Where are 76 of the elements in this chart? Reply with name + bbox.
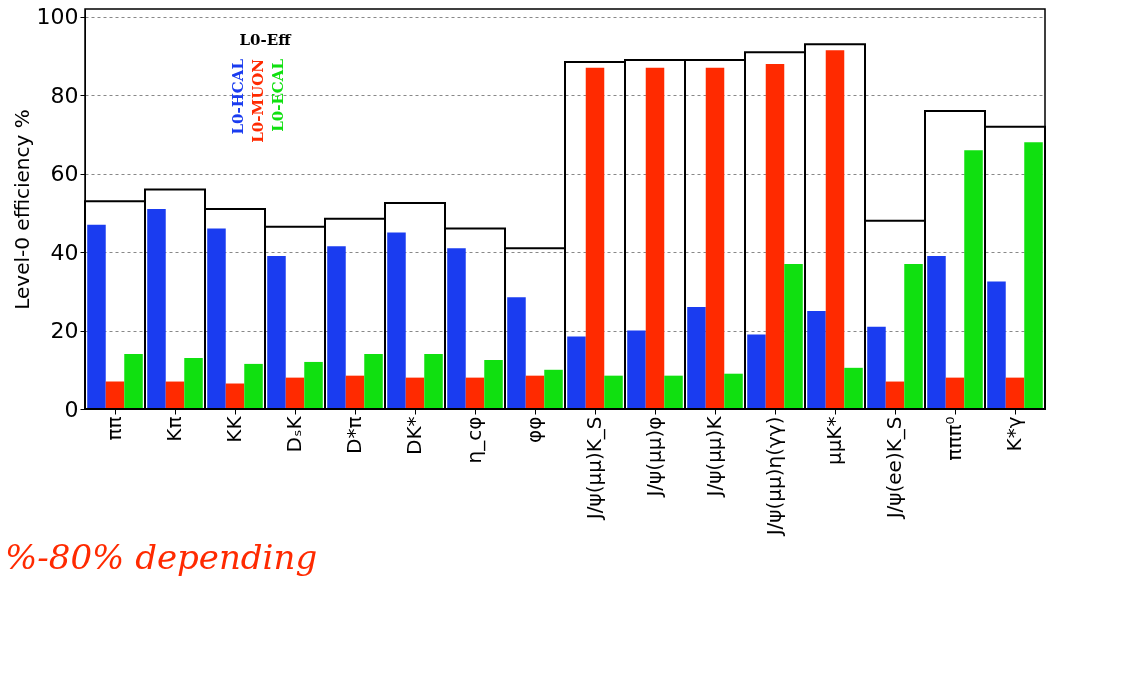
bar: [1024, 142, 1043, 409]
x-tick-label: DₛK: [282, 415, 306, 453]
bar: [327, 246, 346, 409]
x-tick-label: K*γ: [1002, 416, 1026, 452]
bar: [447, 248, 466, 409]
bar: [567, 336, 586, 409]
bar: [627, 330, 646, 409]
bar: [364, 354, 383, 409]
y-axis-title: Level-0 efficiency %: [9, 109, 34, 310]
bar: [345, 375, 365, 409]
bar: [285, 377, 305, 409]
bar: [267, 256, 286, 409]
x-tick-label: J/ψ(μμ)η(γγ): [762, 416, 786, 538]
x-tick-label: J/ψ(μμ)K: [702, 415, 726, 499]
x-tick-label: J/ψ(μμ)K_S: [582, 416, 606, 522]
x-tick-label: Kπ: [162, 416, 186, 442]
bar: [147, 209, 166, 409]
x-tick-label: KK: [222, 415, 246, 443]
x-tick-label: ππ: [102, 416, 126, 441]
bar: [1005, 377, 1025, 409]
text: L0-HCAL: [229, 58, 247, 135]
x-tick-label: φφ: [522, 416, 546, 443]
bar: [904, 263, 923, 409]
bar: [507, 297, 526, 409]
bar: [87, 224, 106, 409]
bar: [705, 67, 725, 409]
bar: [225, 383, 245, 409]
x-tick-label: DK*: [402, 416, 426, 456]
bar: [927, 256, 946, 409]
x-tick-label: η_cφ: [462, 416, 486, 464]
bar: [807, 310, 826, 409]
bar: [124, 354, 143, 409]
x-tick-label: πππ⁰: [942, 416, 966, 461]
bar: [405, 377, 425, 409]
bar: [964, 150, 983, 409]
bar: [484, 359, 503, 409]
bar: [645, 67, 665, 409]
bar: [945, 377, 965, 409]
y-tick-label: 60: [50, 161, 79, 187]
bar: [165, 381, 185, 409]
bar: [844, 367, 863, 409]
y-tick-label: 80: [50, 82, 79, 108]
text: L0-Eff: [239, 31, 293, 49]
bar: [244, 363, 263, 409]
y-tick-label: 100: [36, 4, 79, 30]
bar: [604, 375, 623, 409]
bar: [747, 334, 766, 409]
bar: [207, 228, 226, 409]
bar: [544, 369, 563, 409]
text: %-80% depending: [5, 537, 318, 577]
x-tick-label: J/ψ(ee)K_S: [882, 416, 906, 521]
bar: [465, 377, 485, 409]
bar: [867, 326, 886, 409]
bar: [424, 354, 443, 409]
text: L0-ECAL: [269, 58, 287, 132]
bar: [724, 373, 743, 409]
y-tick-label: 0: [64, 396, 79, 422]
x-tick-label: D*π: [342, 416, 366, 454]
bar: [664, 375, 683, 409]
bar: [387, 232, 406, 409]
x-tick-label: J/ψ(μμ)φ: [642, 416, 666, 499]
bar: [885, 381, 905, 409]
text: L0-MUON: [249, 58, 267, 143]
y-tick-label: 40: [50, 239, 79, 265]
bar: [765, 63, 785, 409]
bar: [525, 375, 545, 409]
bar: [987, 281, 1006, 409]
bar: [585, 67, 605, 409]
bar: [784, 263, 803, 409]
bar: [105, 381, 125, 409]
bar: [184, 358, 203, 409]
bar: [687, 307, 706, 409]
x-tick-label: μμK*: [822, 416, 846, 466]
bar: [304, 361, 323, 409]
y-tick-label: 20: [50, 318, 79, 344]
bar: [825, 50, 845, 409]
